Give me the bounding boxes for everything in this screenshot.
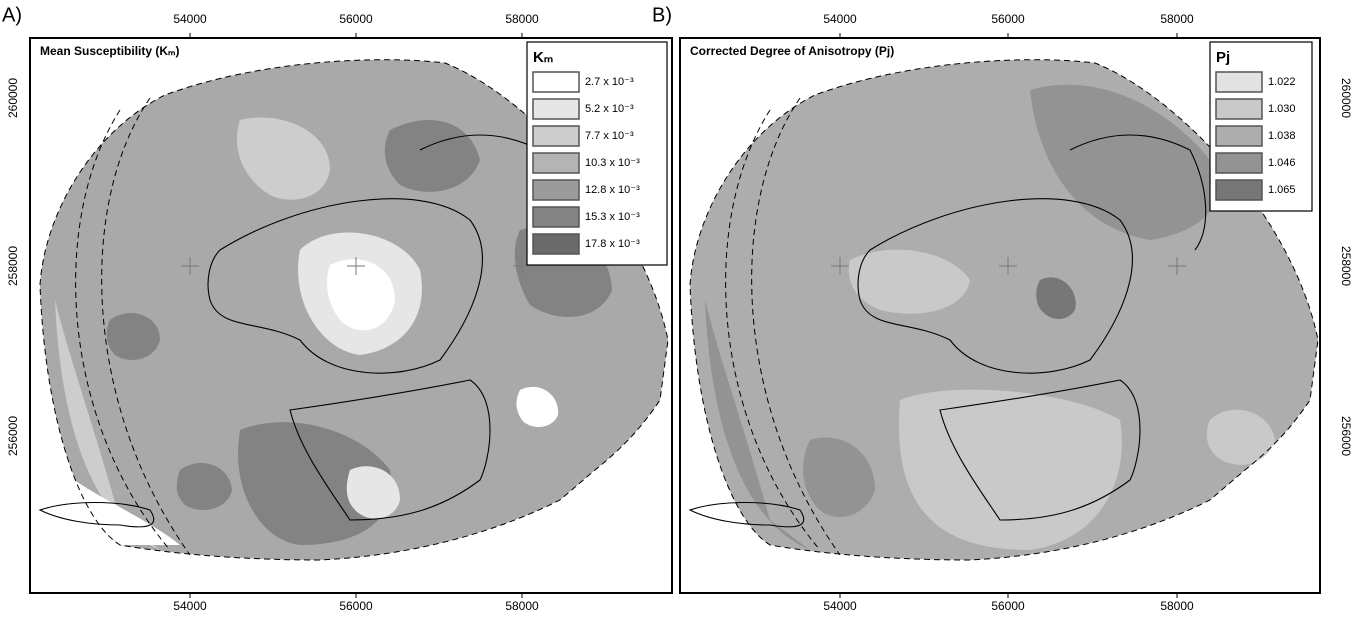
legend-title: Kₘ (533, 49, 553, 66)
legend-label: 15.3 x 10⁻³ (585, 211, 640, 223)
legend-label: 1.030 (1268, 103, 1296, 115)
y-tick-label: 256000 (1339, 416, 1353, 456)
x-tick-label: 58000 (1160, 599, 1194, 613)
legend-swatch (1215, 71, 1263, 93)
legend-swatch (532, 179, 580, 201)
grid-cross (513, 257, 531, 275)
y-tick-label: 258000 (1339, 246, 1353, 286)
x-tick-label: 58000 (505, 599, 539, 613)
x-tick-label: 58000 (505, 12, 539, 26)
legend-swatch (1215, 98, 1263, 120)
x-tick-label: 54000 (823, 12, 857, 26)
legend-swatch (532, 71, 580, 93)
legend-swatch (532, 125, 580, 147)
legend-label: 10.3 x 10⁻³ (585, 157, 640, 169)
legend-label: 1.046 (1268, 157, 1296, 169)
y-tick-label: 256000 (6, 416, 20, 456)
grid-cross (831, 257, 849, 275)
legend-label: 1.022 (1268, 76, 1296, 88)
legend-swatch (1215, 125, 1263, 147)
x-tick-label: 54000 (173, 599, 207, 613)
x-tick-label: 56000 (991, 12, 1025, 26)
legend-swatch (532, 206, 580, 228)
frame-b (679, 37, 1321, 594)
y-tick-label: 260000 (6, 78, 20, 118)
x-tick-label: 56000 (991, 599, 1025, 613)
legend-swatch (532, 152, 580, 174)
map-b (688, 59, 1319, 561)
panel-title: Corrected Degree of Anisotropy (Pj) (690, 44, 894, 58)
x-tick-label: 54000 (823, 599, 857, 613)
x-tick-label: 56000 (339, 599, 373, 613)
legend-label: 1.065 (1268, 184, 1296, 196)
x-tick-label: 54000 (173, 12, 207, 26)
panel-title: Mean Susceptibility (Kₘ) (40, 44, 180, 58)
legend-swatch (1215, 179, 1263, 201)
panel-label: A) (2, 4, 22, 26)
legend-swatch (532, 233, 580, 255)
y-tick-label: 258000 (6, 246, 20, 286)
panel-label: B) (652, 4, 672, 26)
legend-swatch (1215, 152, 1263, 174)
legend-label: 7.7 x 10⁻³ (585, 130, 634, 142)
legend-label: 1.038 (1268, 130, 1296, 142)
grid-cross (181, 257, 199, 275)
y-tick-label: 260000 (1339, 78, 1353, 118)
frame-a (29, 37, 673, 594)
legend-label: 17.8 x 10⁻³ (585, 238, 640, 250)
grid-cross (999, 257, 1017, 275)
x-tick-label: 56000 (339, 12, 373, 26)
x-tick-label: 58000 (1160, 12, 1194, 26)
legend-swatch (532, 98, 580, 120)
legend-label: 5.2 x 10⁻³ (585, 103, 634, 115)
legend-label: 2.7 x 10⁻³ (585, 76, 634, 88)
legend-title: Pj (1216, 49, 1230, 66)
grid-cross (347, 257, 365, 275)
legend-label: 12.8 x 10⁻³ (585, 184, 640, 196)
grid-cross (1168, 257, 1186, 275)
